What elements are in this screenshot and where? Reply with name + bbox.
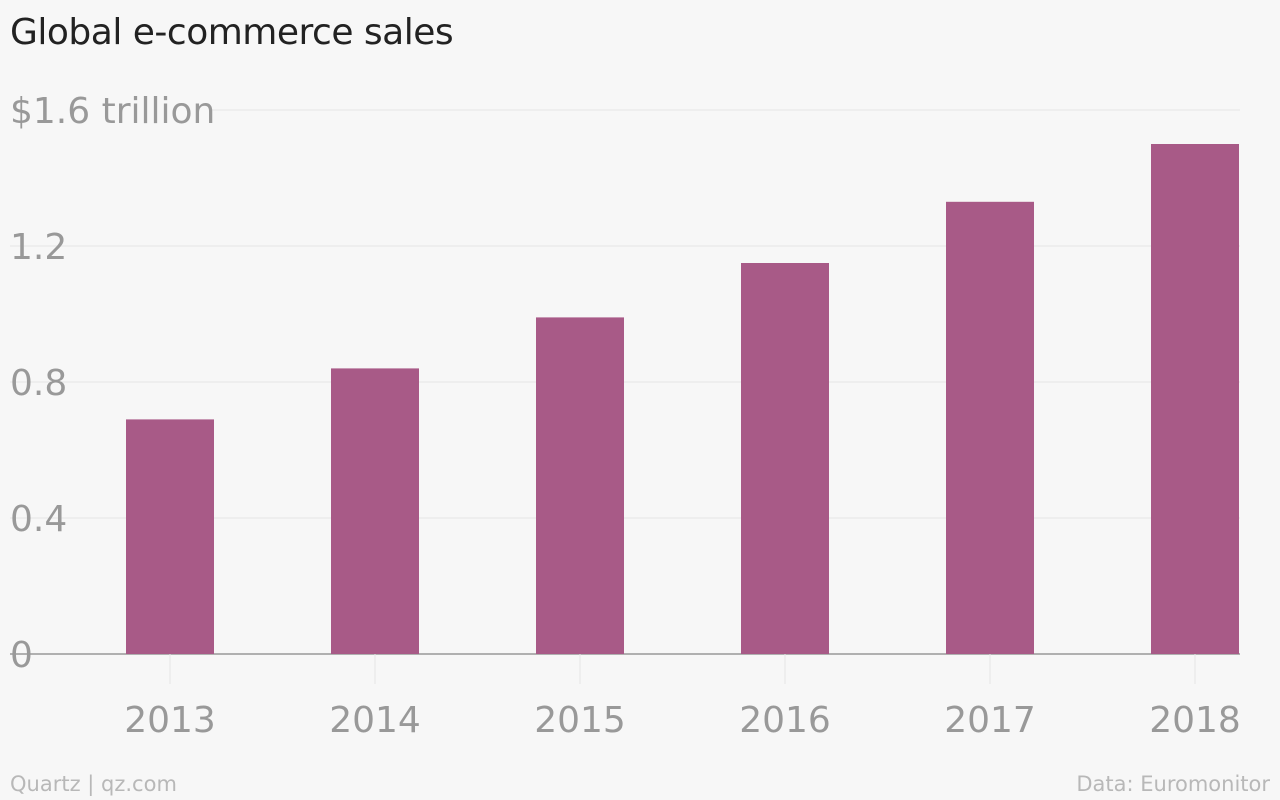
y-tick-label: 0.4 [10, 499, 67, 540]
bar [741, 263, 829, 654]
x-tick-label: 2014 [329, 700, 421, 741]
bar [126, 419, 214, 654]
x-tick-label: 2013 [124, 700, 216, 741]
y-tick-label: 0 [10, 635, 33, 676]
y-tick-label: $1.6 trillion [10, 91, 215, 132]
source-label: Data: Euromonitor [1076, 772, 1270, 796]
x-tick-label: 2017 [944, 700, 1036, 741]
x-tick-label: 2015 [534, 700, 626, 741]
bar [536, 317, 624, 654]
bar [1151, 144, 1239, 654]
x-tick-label: 2018 [1149, 700, 1241, 741]
bar [946, 201, 1034, 655]
bar [331, 368, 419, 654]
y-tick-label: 1.2 [10, 227, 67, 268]
chart-title: Global e-commerce sales [10, 12, 454, 53]
y-tick-label: 0.8 [10, 363, 67, 404]
x-tick-label: 2016 [739, 700, 831, 741]
credit-label: Quartz | qz.com [10, 772, 177, 796]
